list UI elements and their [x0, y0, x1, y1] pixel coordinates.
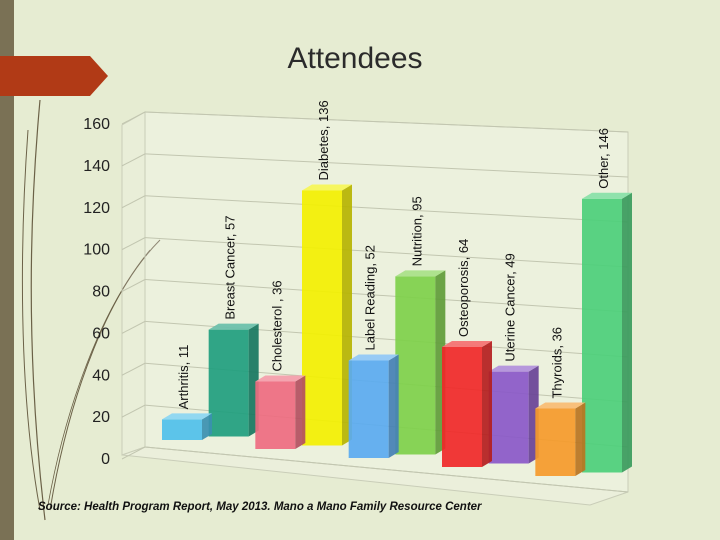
- bar: [208, 329, 249, 437]
- bar-side: [482, 341, 492, 467]
- bar: [488, 371, 529, 464]
- y-tick-label: 20: [92, 409, 110, 426]
- bar-top: [582, 192, 632, 199]
- bar-top: [208, 323, 259, 330]
- data-label: Uterine Cancer, 49: [503, 253, 518, 361]
- slide-side-band: [0, 0, 14, 540]
- y-tick-label: 140: [83, 158, 110, 175]
- bar-side: [622, 192, 632, 473]
- gridline-side: [121, 195, 146, 209]
- bar-side: [575, 402, 586, 476]
- gridline-side: [121, 279, 146, 292]
- bar-top: [348, 354, 399, 361]
- y-tick-label: 0: [101, 451, 110, 468]
- bar-top: [162, 413, 212, 420]
- bar-top: [488, 365, 539, 372]
- gridline: [144, 237, 629, 268]
- data-label: Arthritis, 11: [176, 345, 191, 410]
- data-label: Label Reading, 52: [363, 245, 378, 351]
- decorative-swirl: [21, 99, 161, 521]
- data-label: Osteoporosis, 64: [456, 239, 471, 337]
- gridline-side: [121, 362, 146, 376]
- gridline-side: [121, 237, 146, 251]
- gridline-side: [121, 446, 146, 460]
- gridline: [144, 279, 629, 313]
- bar-top: [442, 341, 492, 347]
- data-label: Other, 146: [596, 128, 611, 189]
- y-tick-label: 80: [92, 284, 110, 301]
- data-label: Breast Cancer, 57: [223, 216, 238, 320]
- gridline-side: [121, 153, 146, 167]
- data-label: Nutrition, 95: [409, 196, 424, 266]
- bar: [162, 419, 202, 440]
- bar: [395, 276, 436, 455]
- y-tick-label: 100: [83, 242, 110, 259]
- gridline-side: [121, 404, 146, 418]
- y-tick-label: 160: [83, 116, 110, 133]
- source-note: Source: Health Program Report, May 2013.…: [38, 501, 482, 513]
- bar-side: [202, 413, 212, 440]
- bar: [582, 198, 622, 473]
- gridline-side: [121, 111, 146, 125]
- data-label: Thyroids, 36: [549, 327, 564, 399]
- gridline: [144, 195, 629, 223]
- gridline: [144, 446, 629, 493]
- title-flag-shape: [0, 56, 108, 96]
- bar-side: [388, 354, 399, 458]
- bar: [302, 190, 342, 446]
- bar-top: [255, 375, 306, 382]
- gridline-side: [121, 320, 146, 334]
- data-label: Cholesterol , 36: [269, 280, 284, 371]
- chart-side-wall: [121, 111, 146, 456]
- y-tick-label: 40: [92, 367, 110, 384]
- bar: [535, 408, 576, 476]
- bar-top: [395, 270, 446, 277]
- bar: [255, 381, 296, 449]
- bar-side: [295, 375, 306, 449]
- bar: [348, 360, 389, 458]
- y-tick-label: 120: [83, 200, 110, 217]
- bar-top: [302, 184, 352, 191]
- bar: [442, 347, 482, 467]
- gridline: [144, 111, 629, 133]
- y-tick-label: 60: [92, 325, 110, 342]
- gridline: [144, 153, 629, 178]
- data-label: Diabetes, 136: [316, 100, 331, 180]
- slide-title: Attendees: [287, 42, 423, 75]
- bar-top: [535, 402, 586, 409]
